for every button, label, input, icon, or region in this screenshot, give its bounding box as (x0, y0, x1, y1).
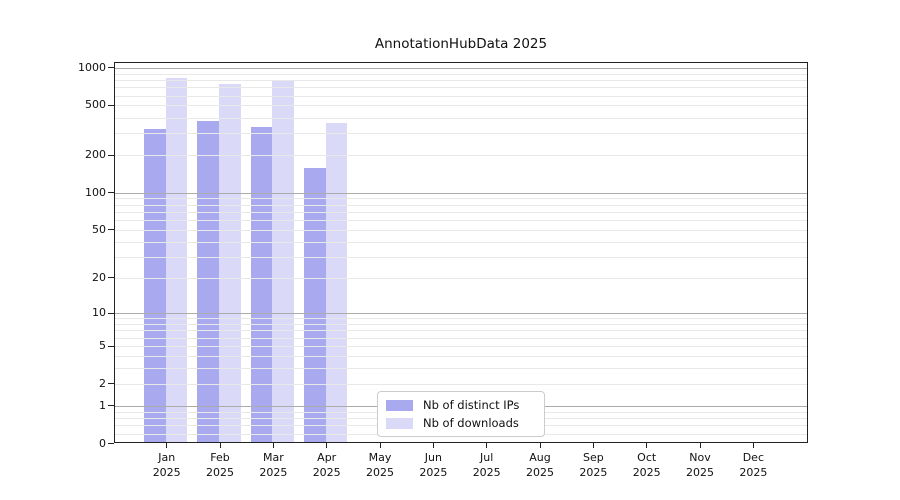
legend-item-distinct-ips: Nb of distinct IPs (386, 398, 536, 412)
minor-gridline (114, 346, 808, 348)
minor-gridline (114, 133, 808, 135)
minor-gridline (114, 219, 808, 221)
y-tick (108, 277, 114, 279)
bar (165, 78, 188, 443)
x-tick (486, 443, 488, 448)
y-tick (108, 443, 114, 444)
minor-gridline (114, 383, 808, 385)
y-tick (108, 405, 114, 407)
x-tick-label: Aug 2025 (526, 451, 555, 479)
minor-gridline (114, 277, 808, 279)
y-tick-label: 1 (99, 398, 106, 412)
y-tick-label: 1000 (78, 60, 106, 74)
x-tick (699, 443, 701, 448)
bar (143, 129, 166, 443)
x-tick-label: Jul 2025 (472, 451, 501, 479)
minor-gridline (114, 105, 808, 107)
x-tick-label: Oct 2025 (632, 451, 661, 479)
y-tick (108, 229, 114, 231)
y-tick (108, 345, 114, 347)
x-tick-label: Jan 2025 (152, 451, 181, 479)
y-tick-label: 200 (85, 148, 106, 162)
x-tick-label: Mar 2025 (259, 451, 288, 479)
bar (250, 126, 273, 443)
x-tick-label: Feb 2025 (206, 451, 235, 479)
y-tick (108, 67, 114, 69)
y-tick-label: 0 (99, 436, 106, 450)
minor-gridline (114, 73, 808, 75)
minor-gridline (114, 87, 808, 89)
x-tick-label: Dec 2025 (739, 451, 768, 479)
grid-layer (114, 62, 808, 443)
minor-gridline (114, 79, 808, 81)
bar (197, 121, 219, 443)
y-tick (108, 383, 114, 385)
x-tick-label: Nov 2025 (686, 451, 715, 479)
x-tick (166, 443, 168, 448)
minor-gridline (114, 211, 808, 213)
legend-item-downloads: Nb of downloads (386, 416, 536, 430)
legend-swatch-distinct-ips-icon (386, 399, 413, 411)
major-gridline (114, 67, 808, 69)
minor-gridline (114, 368, 808, 370)
bars-layer (114, 62, 808, 443)
y-tick (108, 154, 114, 156)
minor-gridline (114, 337, 808, 339)
minor-gridline (114, 229, 808, 231)
bar (272, 80, 294, 443)
minor-gridline (114, 330, 808, 332)
y-tick (108, 104, 114, 106)
bar (218, 84, 241, 443)
y-tick-label: 50 (92, 222, 106, 236)
y-tick-label: 20 (92, 270, 106, 284)
y-tick-label: 5 (99, 339, 106, 353)
legend-label-downloads: Nb of downloads (423, 416, 519, 430)
x-tick-label: May 2025 (366, 451, 395, 479)
y-tick-label: 2 (99, 376, 106, 390)
bar (303, 168, 326, 443)
x-tick (432, 443, 434, 448)
minor-gridline (114, 95, 808, 97)
x-tick-label: Apr 2025 (312, 451, 341, 479)
x-tick (219, 443, 221, 448)
legend: Nb of distinct IPs Nb of downloads (377, 391, 545, 437)
x-tick (326, 443, 328, 448)
x-tick-label: Sep 2025 (579, 451, 608, 479)
x-tick-label: Jun 2025 (419, 451, 448, 479)
x-tick (379, 443, 381, 448)
y-tick (108, 312, 114, 314)
y-tick-label: 500 (85, 98, 106, 112)
minor-gridline (114, 155, 808, 157)
major-gridline (114, 192, 808, 194)
minor-gridline (114, 198, 808, 200)
minor-gridline (114, 204, 808, 206)
minor-gridline (114, 117, 808, 119)
x-tick (646, 443, 648, 448)
minor-gridline (114, 241, 808, 243)
legend-swatch-downloads-icon (386, 417, 413, 429)
bar (325, 122, 348, 443)
legend-label-distinct-ips: Nb of distinct IPs (423, 398, 520, 412)
chart-title: AnnotationHubData 2025 (374, 36, 548, 52)
x-tick (272, 443, 274, 448)
minor-gridline (114, 355, 808, 357)
x-tick (752, 443, 754, 448)
x-tick (592, 443, 594, 448)
major-gridline (114, 313, 808, 315)
y-tick-label: 10 (92, 306, 106, 320)
y-tick-label: 100 (85, 185, 106, 199)
minor-gridline (114, 324, 808, 326)
minor-gridline (114, 318, 808, 320)
x-tick (539, 443, 541, 448)
plot-area (114, 62, 808, 443)
minor-gridline (114, 256, 808, 258)
y-tick (108, 192, 114, 194)
